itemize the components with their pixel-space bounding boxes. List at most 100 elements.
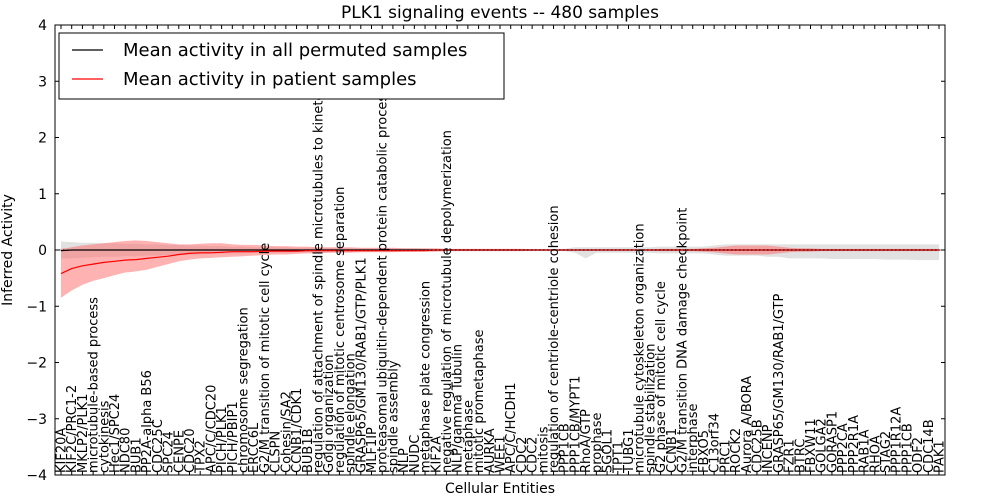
x-tick-label: PAK1 (933, 440, 948, 473)
x-tick-label: proteasomal ubiquitin-dependent protein … (376, 88, 391, 473)
x-axis-label: Cellular Entities (445, 481, 555, 497)
x-tick-label: CDC25B (751, 419, 766, 473)
x-tick-label: CCNB1 (665, 428, 680, 473)
x-tick-label: mitosis (536, 426, 551, 473)
x-tick-label: regulation of attachment of spindle micr… (312, 56, 327, 473)
y-axis-ticks: −4 −3 −2 −1 0 1 2 3 4 (26, 18, 945, 484)
x-tick-label: Golgi organization (322, 355, 337, 473)
x-tick-label: MLF1IP (365, 427, 380, 473)
x-tick-label: metaphase plate congression (419, 281, 434, 473)
y-tick-label: 4 (38, 18, 47, 34)
x-tick-label: PPP1CB (558, 423, 573, 473)
x-tick-label: AURKA (483, 428, 498, 473)
y-tick-label: 0 (38, 243, 47, 259)
x-tick-label: PPP1R12A (890, 407, 905, 473)
x-tick-label: CENPE (172, 430, 187, 473)
x-tick-label: CDC25C (151, 419, 166, 473)
x-tick-label: G2/M transition DNA damage checkpoint (676, 208, 691, 473)
x-tick-label: BTRC (793, 439, 808, 473)
y-tick-label: −4 (26, 468, 47, 484)
x-tick-label: NLP (397, 448, 412, 473)
y-tick-label: 2 (38, 131, 47, 147)
x-tick-label: PPP2R1A (847, 415, 862, 473)
x-tick-label: spindle elongation (344, 353, 359, 473)
x-tick-label: FBXO5 (697, 430, 712, 473)
x-tick-label: PPP1CB (900, 423, 915, 473)
x-tick-label: TPX2 (194, 440, 209, 474)
x-tick-label: CDC2 (526, 437, 541, 473)
x-tick-label: regulation of mitotic centrosome separat… (333, 187, 348, 473)
legend: Mean activity in all permuted samples Me… (58, 32, 505, 100)
x-tick-label: metaphase (461, 400, 476, 473)
legend-label-patient: Mean activity in patient samples (123, 69, 417, 90)
x-tick-label: chromosome segregation (237, 307, 252, 473)
confidence-bands (61, 240, 939, 298)
x-tick-label: ROCK2 (729, 428, 744, 473)
x-tick-label: PICH/PBIP1 (226, 401, 241, 473)
x-tick-label: microtubule-based process (87, 297, 102, 473)
x-tick-label: interphase (686, 403, 701, 473)
x-axis-ticks (60, 25, 940, 475)
x-tick-labels: KIF20AKIF2C/PRC1-2MKLP2/PLK1microtubule-… (55, 56, 948, 474)
x-tick-label: BUB1B (301, 428, 316, 473)
x-tick-label: GRASP65/GM130/RAB1/GTP (772, 294, 787, 473)
x-tick-label: APC/C/HCDH1 (504, 382, 519, 473)
x-tick-label: INCENP (761, 424, 776, 473)
y-tick-label: 1 (38, 187, 47, 203)
x-tick-label: RHOA (868, 435, 883, 473)
x-tick-label: cytokinesis (97, 400, 112, 473)
x-tick-label: RAB1A (858, 429, 873, 473)
x-tick-label: RhoA/GTP (579, 409, 594, 473)
y-tick-label: −2 (26, 356, 47, 372)
x-tick-label: NUDC (408, 435, 423, 473)
x-tick-label: negative regulation of microtubule depol… (440, 130, 455, 473)
x-tick-label: Cohesin/SA2 (279, 391, 294, 473)
x-tick-label: FZR1 (783, 439, 798, 473)
x-tick-label: KIF20A (55, 428, 70, 473)
x-tick-label: GOLGA2 (815, 418, 830, 473)
x-tick-label: KIF2C/PRC1-2 (65, 385, 80, 473)
x-tick-label: CDC20 (183, 428, 198, 473)
x-tick-label: TUBG1 (622, 429, 637, 475)
x-tick-label: microtubule cytoskeleton organization (633, 223, 648, 473)
x-tick-label: CDC14B (922, 419, 937, 473)
x-tick-label: NDC80 (119, 428, 134, 473)
x-tick-label: ERCC6L (247, 422, 262, 473)
x-tick-label: PP2A-alpha B56 (140, 370, 155, 473)
x-tick-label: FBXW11 (804, 418, 819, 473)
x-tick-label: WEE1 (494, 435, 509, 473)
x-tick-label: spindle stabilization (643, 344, 658, 474)
x-tick-label: PPP1CB/MYPT1 (569, 376, 584, 473)
x-tick-label: CCNB1/CDK1 (290, 388, 305, 473)
x-tick-label: spindle assembly (386, 360, 401, 473)
y-axis-label: Inferred Activity (0, 194, 16, 306)
band-patient (61, 240, 939, 298)
x-tick-label: GORASP1 (825, 411, 840, 473)
x-tick-label: PICH/PLK1 (215, 406, 230, 473)
y-tick-label: 3 (38, 74, 47, 90)
x-tick-label: CDC2 (515, 437, 530, 473)
x-tick-label: PRC1 (718, 439, 733, 473)
x-tick-label: BUB1 (130, 437, 145, 473)
x-tick-label: prophase (590, 413, 605, 474)
x-tick-label: Hec1/SPC24 (108, 394, 123, 473)
y-tick-label: −3 (26, 412, 47, 428)
x-tick-label: SGOL1 (601, 429, 616, 473)
legend-box (58, 32, 505, 100)
x-tick-label: PPP2CA (836, 423, 851, 473)
x-tick-label: ODF2 (911, 437, 926, 473)
x-tick-label: C13orf34 (708, 413, 723, 473)
x-tick-label: STAG2 (879, 431, 894, 473)
x-tick-label: mitotic prometaphase (472, 329, 487, 473)
x-tick-label: MKLP2/PLK1 (76, 394, 91, 473)
x-tick-label: SPC24 (162, 431, 177, 473)
x-tick-label: KIF2A (429, 436, 444, 473)
x-tick-label: regulation of centriole-centriole cohesi… (547, 205, 562, 473)
x-tick-label: TPT1 (611, 441, 626, 474)
x-tick-label: Aurora A/BORA (740, 376, 755, 473)
y-tick-label: −1 (26, 299, 47, 315)
x-tick-label: GRASP65/GM130/RAB1/GTP/PLK1 (354, 257, 369, 473)
legend-label-permuted: Mean activity in all permuted samples (123, 40, 467, 61)
x-tick-label: APC/C/CDC20 (204, 385, 219, 473)
